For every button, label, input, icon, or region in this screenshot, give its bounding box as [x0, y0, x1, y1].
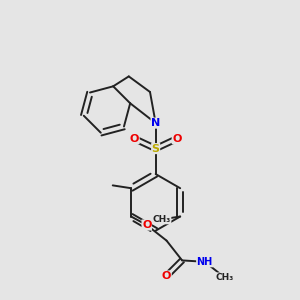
Text: O: O: [172, 134, 182, 144]
Text: NH: NH: [196, 257, 213, 267]
Text: O: O: [162, 271, 171, 281]
Text: O: O: [130, 134, 139, 144]
Text: CH₃: CH₃: [215, 273, 234, 282]
Text: N: N: [151, 118, 160, 128]
Text: CH₃: CH₃: [153, 215, 171, 224]
Text: O: O: [142, 220, 152, 230]
Text: S: S: [152, 144, 160, 154]
